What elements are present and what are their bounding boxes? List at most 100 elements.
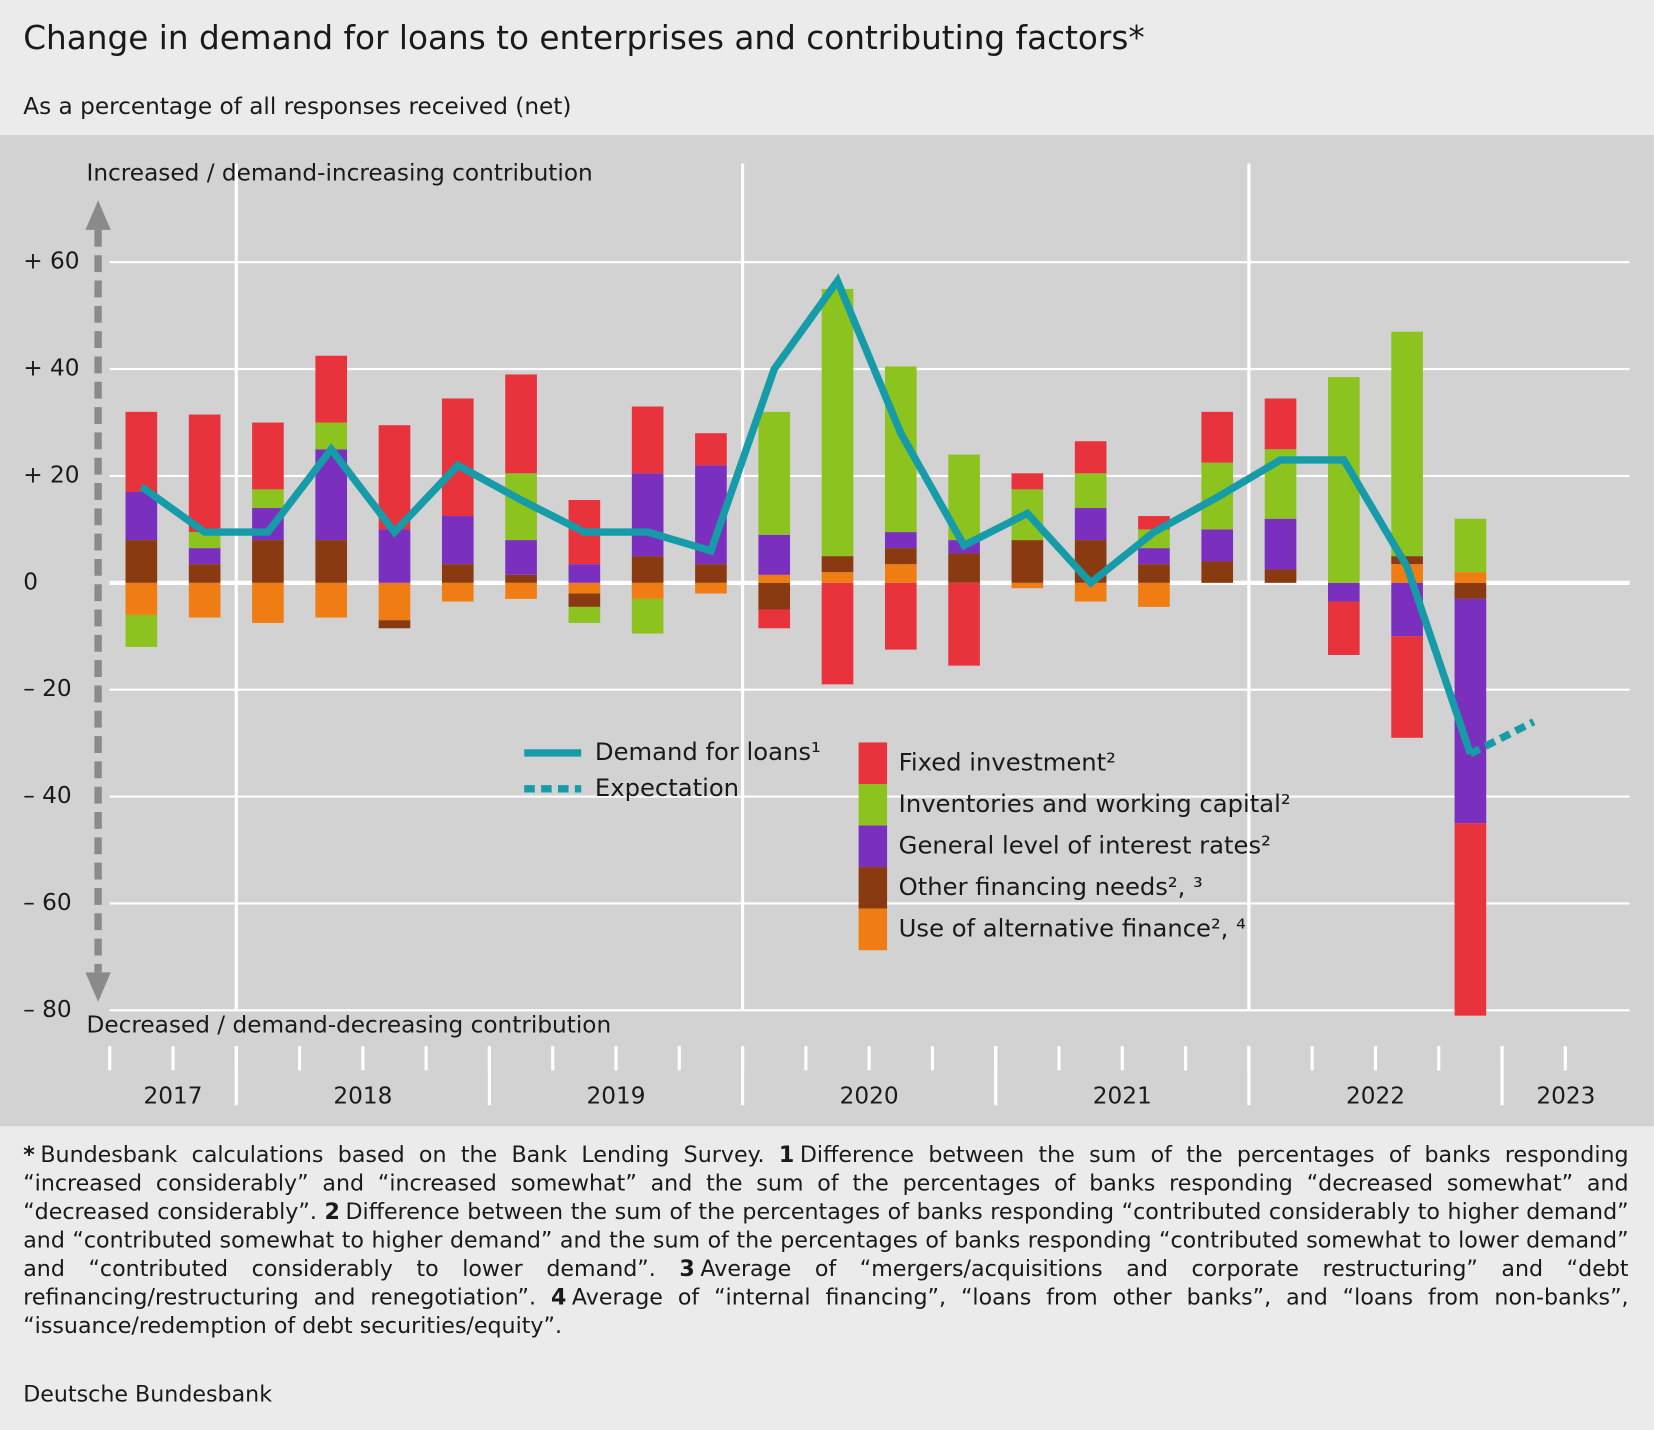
bar [125, 411, 158, 493]
note-mark: * [23, 1142, 35, 1168]
bar [1264, 569, 1297, 583]
bar [125, 540, 158, 583]
expectation-line [1468, 718, 1536, 758]
bar [1074, 441, 1107, 474]
bar [631, 473, 664, 557]
bar [758, 609, 791, 629]
bar [884, 532, 917, 549]
bar [1011, 540, 1044, 583]
bar [568, 593, 601, 607]
bar [1011, 582, 1044, 589]
annotation: Decreased / demand-decreasing contributi… [86, 1012, 611, 1039]
bar [1074, 508, 1107, 541]
y-tick-label: + 20 [23, 461, 79, 488]
legend-swatch [858, 908, 888, 951]
y-tick-label: – 20 [23, 675, 71, 702]
bar [821, 288, 854, 557]
bar [1074, 473, 1107, 509]
note-text: Bundesbank calculations based on the Ban… [40, 1142, 765, 1168]
x-tick-label: 2023 [1536, 1082, 1595, 1109]
source: Deutsche Bundesbank [23, 1381, 273, 1407]
bar [125, 614, 158, 647]
bar [758, 411, 791, 535]
x-tick-label: 2018 [333, 1082, 392, 1109]
note-text: Average of “internal financing”, “loans … [23, 1284, 1629, 1339]
bar [1391, 331, 1423, 557]
legend-swatch [858, 783, 888, 826]
y-tick-label: + 60 [23, 248, 79, 275]
bar [188, 582, 221, 618]
footnotes: * Bundesbank calculations based on the Ba… [23, 1141, 1628, 1340]
legend-label: Use of alternative finance², ⁴ [899, 914, 1246, 943]
bar [125, 582, 158, 615]
bar [252, 540, 284, 583]
bar [1454, 518, 1487, 573]
note-text: Average of “mergers/acquisitions and cor… [23, 1256, 1629, 1310]
bar [378, 425, 411, 530]
bar [125, 492, 158, 541]
y-tick-label: 0 [23, 568, 38, 595]
bar [1201, 561, 1234, 583]
x-tick-label: 2019 [586, 1082, 645, 1109]
bar [884, 564, 917, 583]
chart-subtitle: As a percentage of all responses receive… [23, 93, 571, 120]
bar [1454, 598, 1487, 824]
bar [441, 582, 474, 602]
bar [1074, 582, 1107, 602]
bar [1327, 582, 1360, 602]
bar [378, 582, 411, 621]
line-series [139, 273, 1474, 756]
legend-swatch [858, 742, 888, 784]
bar [378, 529, 411, 583]
bar [1454, 572, 1487, 583]
bar [441, 564, 474, 583]
note-mark: 3 [679, 1256, 695, 1282]
bar [631, 406, 664, 474]
bar [1011, 473, 1044, 490]
bar [1454, 582, 1487, 599]
bar [188, 414, 221, 533]
bar [695, 582, 727, 594]
bar [315, 540, 348, 583]
y-tick-label: – 80 [23, 996, 71, 1023]
bar [505, 582, 537, 599]
bar [631, 598, 664, 634]
bar [378, 620, 411, 629]
bar [1327, 601, 1360, 655]
y-tick-label: + 40 [23, 355, 79, 382]
bar [188, 564, 221, 583]
bar [758, 574, 791, 583]
legend-label: Inventories and working capital² [899, 789, 1291, 818]
bar [441, 516, 474, 565]
note-text: Difference between the sum of the percen… [23, 1142, 1629, 1225]
bar [252, 489, 284, 509]
bar [1264, 398, 1297, 450]
bar [884, 582, 917, 650]
bar [948, 582, 980, 666]
bar [1138, 564, 1170, 583]
annotation: Increased / demand-increasing contributi… [86, 160, 592, 187]
bar [758, 582, 791, 610]
bar [505, 540, 537, 575]
bar [252, 422, 284, 490]
y-tick-label: – 40 [23, 782, 71, 809]
note-text: Difference between the sum of the percen… [23, 1199, 1629, 1282]
x-tick-label: 2017 [143, 1082, 202, 1109]
bar [695, 564, 727, 583]
bar [505, 574, 537, 583]
bar [821, 582, 854, 685]
bar [631, 556, 664, 583]
bar [884, 548, 917, 565]
note-mark: 2 [324, 1199, 340, 1225]
chart: Change in demand for loans to enterprise… [0, 19, 1654, 1127]
bar [188, 548, 221, 565]
bar [821, 556, 854, 573]
bar [1138, 548, 1170, 565]
bar [441, 398, 474, 517]
bar [948, 553, 980, 583]
y-tick-label: – 60 [23, 889, 71, 916]
bar [758, 534, 791, 575]
legend-label: Expectation [595, 773, 739, 802]
bar [505, 374, 537, 474]
